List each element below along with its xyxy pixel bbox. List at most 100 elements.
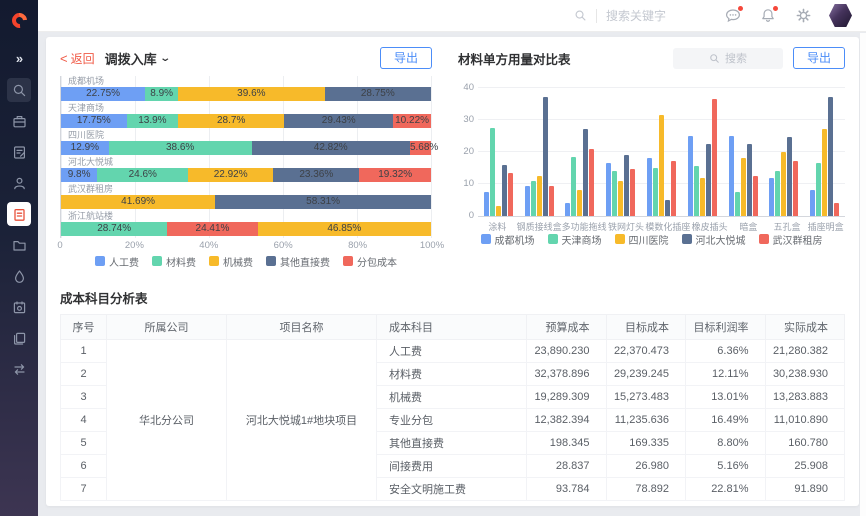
bar[interactable] [671, 161, 677, 216]
bar[interactable] [630, 169, 636, 216]
bar-segment[interactable]: 23.36% [273, 168, 360, 182]
messages-button[interactable] [724, 5, 743, 25]
bar[interactable] [699, 177, 705, 216]
bar-segment[interactable]: 41.69% [61, 195, 216, 209]
bar[interactable] [711, 98, 717, 216]
bar-segment[interactable]: 17.75% [61, 114, 127, 128]
bar-segment[interactable]: 19.32% [359, 168, 431, 182]
bar-segment[interactable]: 12.9% [61, 141, 109, 155]
bar[interactable] [536, 175, 542, 216]
bar[interactable] [734, 191, 740, 216]
legend-item[interactable]: 武汉群租房 [758, 232, 823, 247]
notifications-button[interactable] [759, 5, 778, 25]
bar[interactable] [746, 143, 752, 216]
bar[interactable] [816, 163, 822, 216]
bar[interactable] [728, 135, 734, 216]
bar-segment[interactable]: 58.31% [215, 195, 431, 209]
bar[interactable] [665, 199, 671, 216]
bar[interactable] [495, 206, 501, 216]
user-avatar[interactable] [829, 4, 852, 27]
bar[interactable] [659, 114, 665, 216]
bar[interactable] [828, 97, 834, 216]
bar[interactable] [530, 180, 536, 216]
bar[interactable] [507, 172, 513, 216]
bar-segment[interactable]: 9.8% [61, 168, 98, 182]
bar[interactable] [740, 158, 746, 216]
bar-segment[interactable]: 8.9% [145, 87, 179, 101]
sidebar-item-transfer[interactable] [7, 357, 31, 381]
bar[interactable] [501, 164, 507, 216]
bar-segment[interactable]: 28.7% [178, 114, 285, 128]
export-button-right[interactable]: 导出 [792, 47, 845, 69]
bar[interactable] [647, 158, 653, 216]
legend-item[interactable]: 天津商场 [547, 232, 602, 247]
legend-item[interactable]: 四川医院 [614, 232, 669, 247]
bar[interactable] [583, 129, 589, 216]
legend-item[interactable]: 人工费 [95, 254, 139, 269]
chart-search-input[interactable]: 搜索 [672, 47, 783, 69]
sidebar-item-water-drop[interactable] [7, 264, 31, 288]
sidebar-expand-toggle[interactable]: » [15, 50, 23, 66]
export-button-left[interactable]: 导出 [379, 47, 432, 69]
bar-segment[interactable]: 46.85% [257, 222, 431, 236]
bar[interactable] [822, 129, 828, 216]
bar-segment[interactable]: 24.41% [167, 222, 258, 236]
report-title-dropdown[interactable]: 调拨入库 ⌄ [104, 51, 171, 67]
bar-segment[interactable]: 39.6% [178, 87, 325, 101]
bar[interactable] [612, 171, 618, 216]
bar[interactable] [775, 171, 781, 216]
bar[interactable] [577, 190, 583, 216]
legend-item[interactable]: 河北大悦城 [681, 232, 746, 247]
bar[interactable] [687, 135, 693, 216]
bar[interactable] [834, 203, 840, 216]
legend-item[interactable]: 分包成本 [343, 254, 397, 269]
bar-segment[interactable]: 10.22% [393, 114, 431, 128]
bar[interactable] [618, 180, 624, 216]
bar[interactable] [483, 191, 489, 216]
bar-segment[interactable]: 13.9% [126, 114, 179, 128]
bar[interactable] [524, 185, 530, 216]
legend-item[interactable]: 材料费 [152, 254, 196, 269]
sidebar-item-cost-active[interactable] [7, 202, 31, 226]
legend-item[interactable]: 机械费 [209, 254, 253, 269]
bar[interactable] [781, 151, 787, 216]
sidebar-item-folder[interactable] [7, 233, 31, 257]
bar-segment[interactable]: 24.6% [97, 168, 189, 182]
bar[interactable] [565, 203, 571, 216]
sidebar-item-calendar-settings[interactable] [7, 295, 31, 319]
bar[interactable] [705, 143, 711, 216]
sidebar-item-user-audit[interactable] [7, 171, 31, 195]
bar-segment[interactable]: 28.75% [324, 87, 431, 101]
global-search[interactable]: 搜索关键字 [574, 7, 666, 24]
bar[interactable] [693, 166, 699, 216]
bar[interactable] [589, 148, 595, 216]
bar-segment[interactable]: 28.74% [61, 222, 168, 236]
bar[interactable] [769, 177, 775, 216]
bar[interactable] [793, 161, 799, 216]
bar[interactable] [787, 137, 793, 216]
legend-item[interactable]: 其他直接费 [266, 254, 330, 269]
bar[interactable] [810, 190, 816, 216]
bar[interactable] [606, 163, 612, 216]
bar-segment[interactable]: 22.92% [188, 168, 274, 182]
scrollbar-track[interactable] [860, 33, 866, 516]
bar-segment[interactable]: 29.43% [284, 114, 394, 128]
sidebar-item-document-edit[interactable] [7, 140, 31, 164]
bar[interactable] [548, 185, 554, 216]
sidebar-item-copy[interactable] [7, 326, 31, 350]
bar[interactable] [571, 156, 577, 216]
bar[interactable] [752, 175, 758, 216]
bar-segment[interactable]: 22.75% [61, 87, 146, 101]
bar[interactable] [542, 97, 548, 216]
back-link[interactable]: < 返回 [60, 50, 95, 66]
sidebar-item-search[interactable] [7, 78, 31, 102]
bar-segment[interactable]: 5.68% [409, 141, 439, 155]
legend-item[interactable]: 成都机场 [480, 232, 535, 247]
bar-segment[interactable]: 42.82% [251, 141, 410, 155]
bar[interactable] [653, 167, 659, 216]
bar-segment[interactable]: 38.6% [108, 141, 252, 155]
settings-button[interactable] [794, 7, 812, 25]
sidebar-item-briefcase[interactable] [7, 109, 31, 133]
bar[interactable] [489, 127, 495, 216]
bar[interactable] [624, 155, 630, 216]
